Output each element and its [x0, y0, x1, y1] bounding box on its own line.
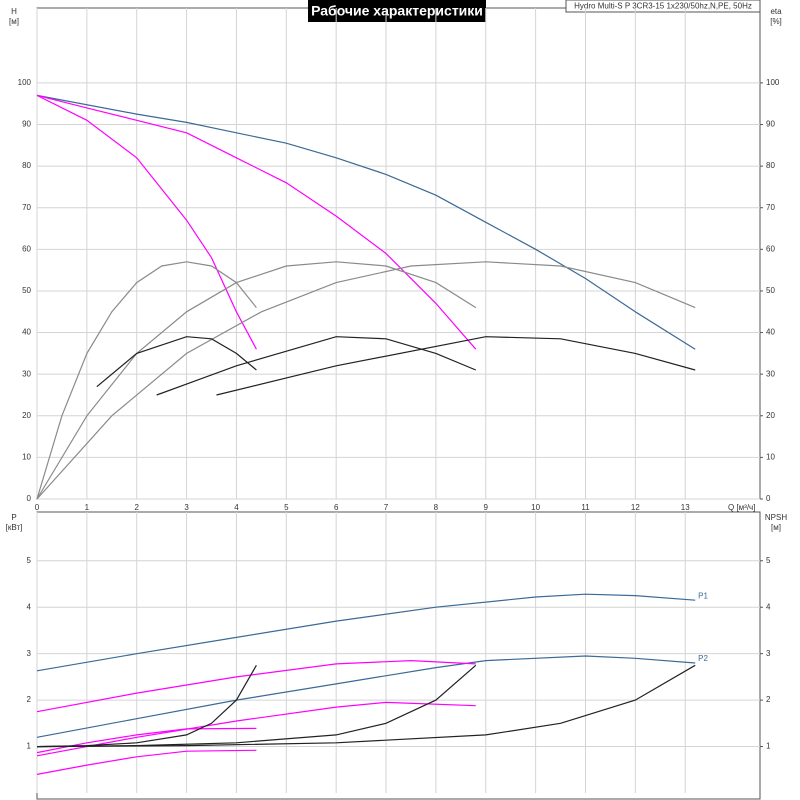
y-tick-label: 70: [22, 203, 31, 212]
curve: [36, 94, 477, 350]
y2-tick-label: 90: [766, 120, 775, 129]
y2-axis-label: [%]: [770, 17, 782, 26]
y2-tick-label: 3: [766, 649, 771, 658]
y-axis-label: [м]: [9, 17, 19, 26]
curve: [36, 655, 696, 738]
curve: [36, 664, 696, 748]
y-tick-label: 10: [22, 452, 31, 461]
curve: [36, 94, 696, 350]
y2-tick-label: 1: [766, 742, 771, 751]
x-tick-label: 7: [384, 503, 389, 512]
y-tick-label: 1: [27, 742, 32, 751]
curve-label: P2: [698, 654, 708, 663]
y-tick-label: 80: [22, 161, 31, 170]
subtitle-box: [565, 0, 761, 13]
curve: [36, 261, 696, 500]
x-tick-label: 0: [35, 503, 40, 512]
y2-axis-label: NPSH: [765, 513, 787, 522]
y2-tick-label: 80: [766, 161, 775, 170]
curve: [156, 336, 477, 396]
curve: [36, 261, 477, 500]
x-tick-label: 5: [284, 503, 289, 512]
y-tick-label: 90: [22, 120, 31, 129]
y2-tick-label: 2: [766, 695, 771, 704]
y2-tick-label: 5: [766, 556, 771, 565]
x-tick-label: 9: [484, 503, 489, 512]
curve: [96, 336, 257, 388]
curve: [216, 336, 696, 396]
y2-tick-label: 20: [766, 411, 775, 420]
y-tick-label: 100: [18, 78, 32, 87]
y2-tick-label: 50: [766, 286, 775, 295]
y-tick-label: 0: [27, 494, 32, 503]
y2-axis-label: eta: [770, 7, 782, 16]
y2-tick-label: 60: [766, 244, 775, 253]
x-tick-label: 6: [334, 503, 339, 512]
y-tick-label: 5: [27, 556, 32, 565]
y2-tick-label: 100: [766, 78, 780, 87]
curve-label: P1: [698, 591, 708, 600]
x-tick-label: 4: [234, 503, 239, 512]
x-tick-label: 1: [85, 503, 90, 512]
y2-tick-label: 40: [766, 328, 775, 337]
curve: [36, 701, 476, 757]
curve: [36, 94, 257, 350]
x-tick-label: 2: [134, 503, 139, 512]
curve: [36, 593, 696, 672]
y-tick-label: 50: [22, 286, 31, 295]
y-tick-label: 30: [22, 369, 31, 378]
curve: [36, 727, 257, 754]
x-axis-label: Q [м³/ч]: [728, 503, 755, 512]
x-tick-label: 11: [581, 503, 590, 512]
y-axis-label: [кВт]: [6, 523, 23, 532]
chart-title: Рабочие характеристики: [311, 3, 483, 19]
x-tick-label: 3: [184, 503, 189, 512]
y-axis-label: H: [11, 7, 17, 16]
y2-tick-label: 70: [766, 203, 775, 212]
y2-tick-label: 30: [766, 369, 775, 378]
curve: [36, 664, 477, 748]
x-tick-label: 8: [434, 503, 439, 512]
y2-tick-label: 4: [766, 602, 771, 611]
x-tick-label: 12: [631, 503, 640, 512]
y2-axis-label: [м]: [771, 523, 781, 532]
y-tick-label: 40: [22, 328, 31, 337]
y-tick-label: 60: [22, 244, 31, 253]
y2-tick-label: 0: [766, 494, 771, 503]
curve: [36, 261, 257, 500]
plot-frame: [36, 7, 761, 500]
y2-tick-label: 10: [766, 452, 775, 461]
curve: [36, 659, 476, 713]
y-tick-label: 2: [27, 695, 32, 704]
y-axis-label: P: [11, 513, 16, 522]
chart-subtitle: Hydro Multi-S P 3CR3-15 1x230/50hz,N,PE,…: [574, 2, 752, 11]
y-tick-label: 3: [27, 649, 32, 658]
y-tick-label: 4: [27, 602, 32, 611]
y-tick-label: 20: [22, 411, 31, 420]
x-tick-label: 13: [681, 503, 690, 512]
title-box: [308, 0, 486, 22]
curve: [36, 749, 257, 775]
x-tick-label: 10: [531, 503, 540, 512]
